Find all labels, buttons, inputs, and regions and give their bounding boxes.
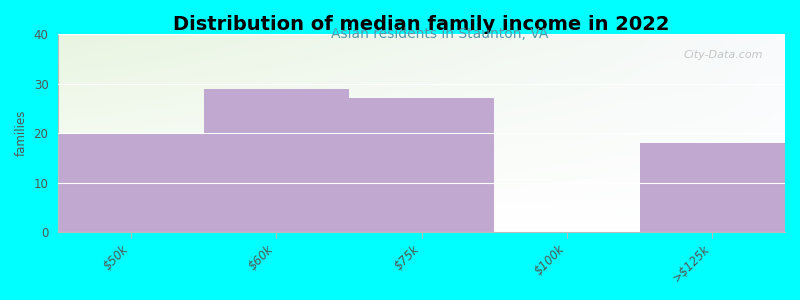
Bar — [58, 133, 203, 232]
Bar — [640, 143, 785, 232]
Text: City-Data.com: City-Data.com — [684, 50, 763, 60]
Bar — [203, 88, 349, 232]
Text: Asian residents in Staunton, VA: Asian residents in Staunton, VA — [331, 27, 549, 41]
Title: Distribution of median family income in 2022: Distribution of median family income in … — [174, 15, 670, 34]
Y-axis label: families: families — [15, 110, 28, 156]
Bar — [349, 98, 494, 232]
